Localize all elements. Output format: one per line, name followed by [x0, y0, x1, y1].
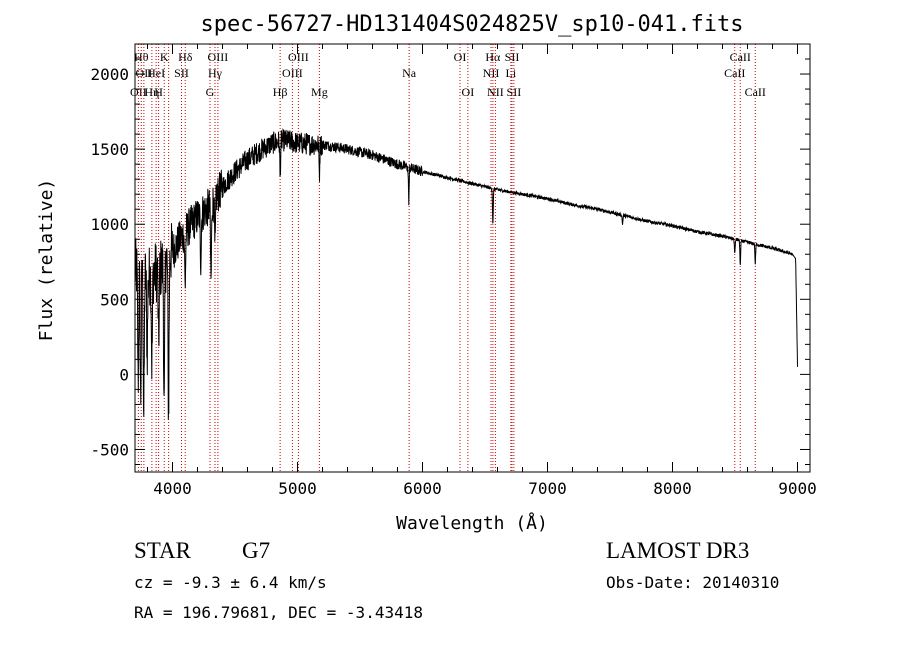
line-marker-label: OII	[136, 66, 153, 80]
x-tick-label: 6000	[403, 479, 442, 498]
object-class: STAR	[134, 538, 191, 563]
plot-frame	[134, 43, 811, 473]
line-marker-label: Hθ	[134, 50, 149, 64]
y-tick-label: 2000	[90, 65, 129, 84]
redshift-text: cz = -9.3 ± 6.4 km/s	[134, 573, 327, 592]
line-marker-label: OI	[454, 50, 467, 64]
line-marker-label: SII	[174, 66, 189, 80]
line-marker-label: SII	[505, 50, 520, 64]
y-tick-label: 500	[100, 290, 129, 309]
line-marker-label: SII	[507, 85, 522, 99]
survey-name: LAMOST DR3	[606, 538, 750, 563]
x-tick-label: 5000	[278, 479, 317, 498]
line-marker-label: H	[154, 85, 163, 99]
y-axis-label: Flux (relative)	[36, 179, 57, 342]
x-tick-label: 7000	[528, 479, 567, 498]
line-marker-label: CaII	[730, 50, 751, 64]
x-tick-label: 4000	[153, 479, 192, 498]
x-tick-label: 9000	[778, 479, 817, 498]
line-marker-label: Hγ	[208, 66, 223, 80]
spectrum-series	[134, 128, 798, 420]
line-marker-label: Mg	[311, 85, 328, 99]
line-marker-label: Hα	[485, 50, 501, 64]
spectral-subclass: G7	[242, 538, 271, 563]
line-marker-label: Na	[402, 66, 417, 80]
line-marker-label: Hβ	[273, 85, 288, 99]
line-marker-label: OIII	[208, 50, 229, 64]
line-marker-label: OII	[130, 85, 147, 99]
line-marker-label: CaII	[745, 85, 766, 99]
line-marker-label: NII	[483, 66, 500, 80]
line-markers: OIIHθOIIHηHeIHKSIIHδGHγOIIIHβOIIIOIIIMgN…	[130, 44, 766, 472]
line-marker-label: OIII	[282, 66, 303, 80]
line-marker-label: Hη	[144, 85, 159, 99]
line-marker-label: HeI	[147, 66, 165, 80]
y-tick-label: 1500	[90, 140, 129, 159]
line-marker-label: Hδ	[178, 50, 193, 64]
line-marker-label: CaII	[724, 66, 745, 80]
y-tick-label: 1000	[90, 215, 129, 234]
line-marker-label: OIII	[288, 50, 309, 64]
spectrum-line	[134, 128, 798, 420]
y-axis: -500 0 500 1000 1500 2000	[90, 43, 810, 465]
y-tick-label: 0	[119, 365, 129, 384]
line-marker-label: NII	[487, 85, 504, 99]
x-tick-label: 8000	[653, 479, 692, 498]
obs-date: Obs-Date: 20140310	[606, 573, 780, 592]
x-axis: 4000 5000 6000 7000 8000 9000	[147, 44, 817, 498]
line-marker-label: Li	[506, 66, 517, 80]
chart-title: spec-56727-HD131404S024825V_sp10-041.fit…	[200, 12, 743, 37]
line-marker-label: G	[206, 85, 215, 99]
line-marker-label: OI	[462, 85, 475, 99]
y-tick-label: -500	[90, 440, 129, 459]
line-marker-label: K	[160, 50, 169, 64]
x-axis-label: Wavelength (Å)	[396, 512, 548, 534]
coordinates-text: RA = 196.79681, DEC = -3.43418	[134, 603, 423, 622]
